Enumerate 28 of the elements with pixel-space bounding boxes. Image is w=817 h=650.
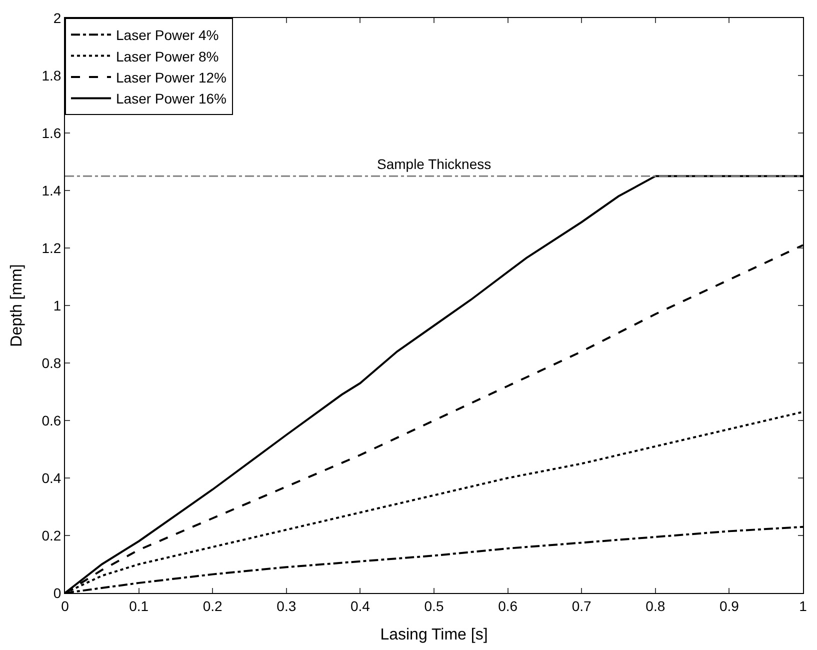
y-axis-title: Depth [mm] bbox=[8, 264, 26, 347]
x-tick-label: 0.8 bbox=[646, 598, 666, 614]
x-tick-label: 0.2 bbox=[202, 598, 223, 614]
x-tick-label: 0.3 bbox=[276, 598, 296, 614]
legend-label: Laser Power 8% bbox=[116, 48, 219, 64]
x-tick-label: 0.9 bbox=[719, 598, 740, 614]
x-axis-title: Lasing Time [s] bbox=[380, 626, 488, 644]
y-tick-label: 0 bbox=[53, 584, 62, 601]
y-tick-label: 1.2 bbox=[42, 240, 62, 256]
x-tick-label: 0.5 bbox=[424, 598, 444, 614]
x-tick-label: 0.6 bbox=[498, 598, 518, 614]
y-tick-label: 0.6 bbox=[42, 412, 62, 428]
y-tick-label: 1.8 bbox=[42, 67, 62, 84]
x-tick-label: 1 bbox=[799, 598, 808, 614]
x-tick-label: 0.7 bbox=[572, 598, 592, 614]
y-tick-label: 0.4 bbox=[42, 470, 62, 486]
y-tick-label: 1 bbox=[53, 297, 62, 314]
legend-label: Laser Power 16% bbox=[116, 90, 227, 107]
y-tick-label: 1.6 bbox=[42, 124, 62, 141]
y-tick-label: 0.2 bbox=[42, 527, 62, 544]
y-tick-label: 2 bbox=[53, 10, 62, 26]
y-tick-label: 1.4 bbox=[42, 182, 62, 198]
x-tick-label: 0.1 bbox=[129, 598, 149, 614]
ref-line-label: Sample Thickness bbox=[377, 156, 492, 172]
x-tick-label: 0.4 bbox=[350, 598, 370, 614]
legend-label: Laser Power 4% bbox=[116, 27, 219, 44]
y-tick-label: 0.8 bbox=[42, 354, 62, 371]
legend-label: Laser Power 12% bbox=[116, 69, 227, 86]
